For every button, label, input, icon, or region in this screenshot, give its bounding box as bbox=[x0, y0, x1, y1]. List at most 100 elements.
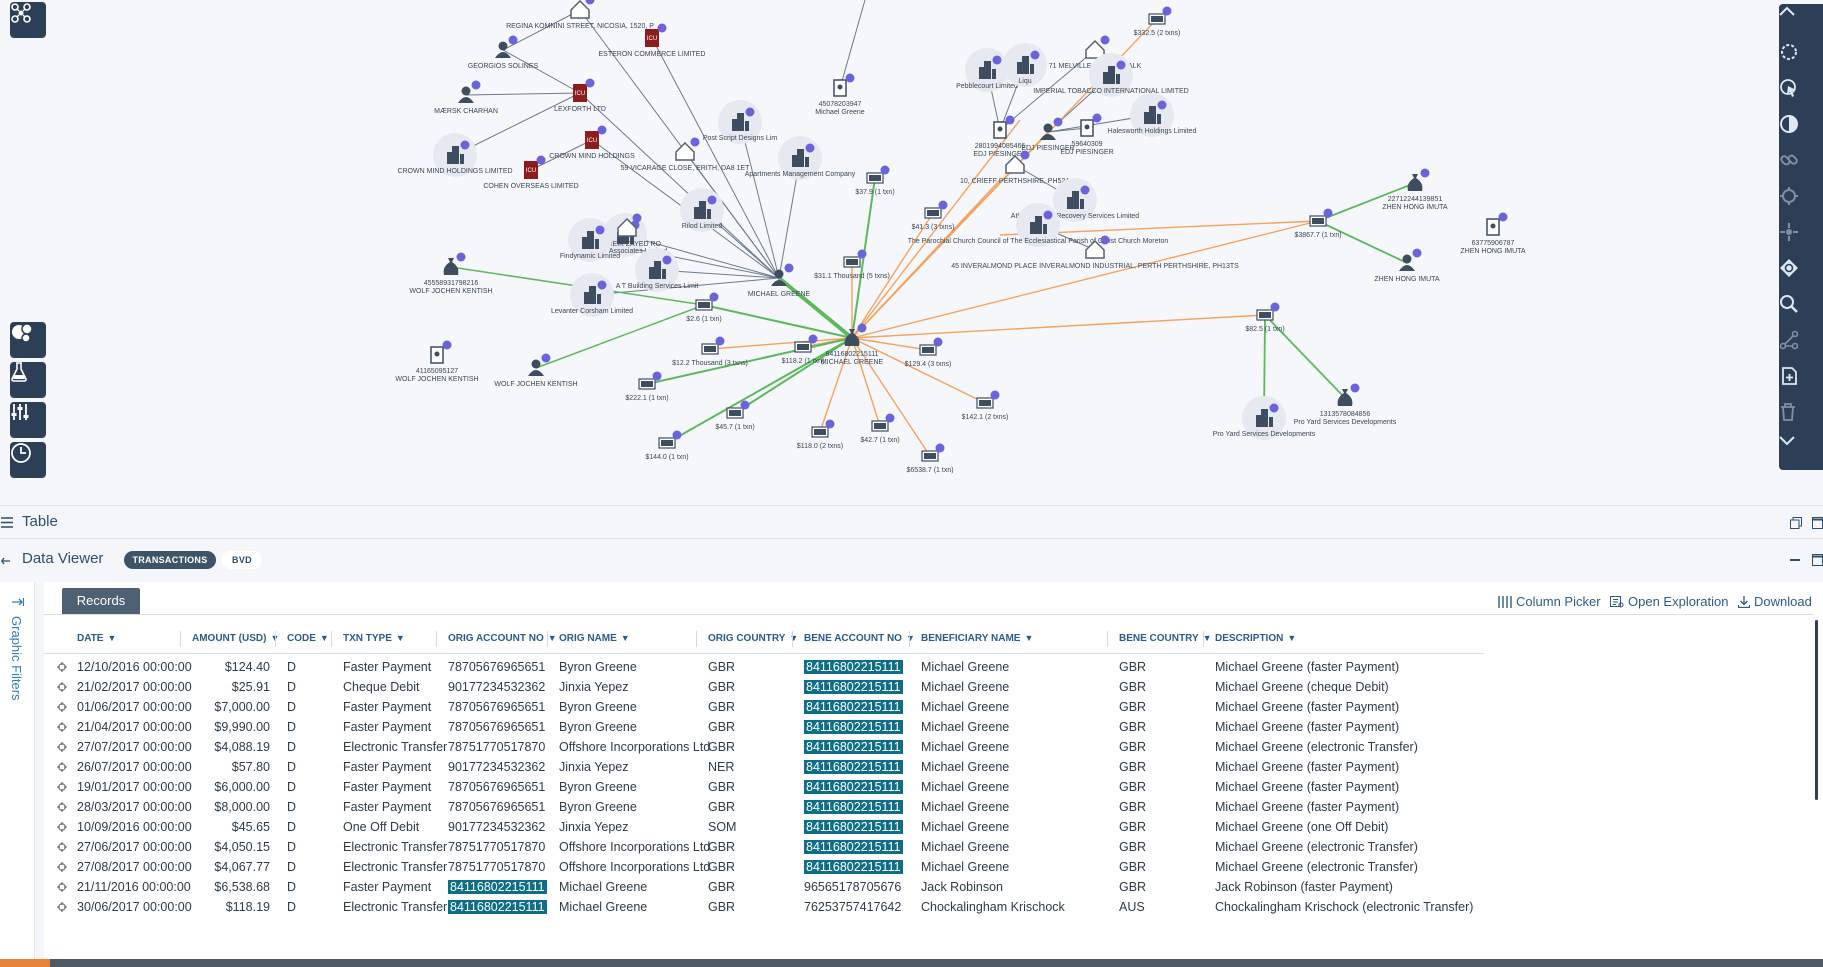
locate-icon[interactable] bbox=[57, 882, 67, 892]
transaction-node[interactable]: $41.3 (3 txns) bbox=[912, 200, 955, 232]
transaction-node[interactable]: $6538.7 (1 txn) bbox=[906, 443, 954, 475]
column-divider[interactable] bbox=[180, 631, 181, 647]
column-header-txn-type[interactable]: TXN TYPE ▼ bbox=[343, 623, 405, 653]
table-row[interactable]: 19/01/2017 00:00:00 $6,000.00 D Faster Paym… bbox=[44, 776, 1814, 799]
filter-icon[interactable]: ▼ bbox=[547, 633, 557, 643]
filter-icon[interactable]: ▼ bbox=[1202, 633, 1212, 643]
table-row[interactable]: 01/06/2017 00:00:00 $7,000.00 D Faster Paym… bbox=[44, 696, 1814, 719]
graph-node[interactable]: 45 INVERALMOND PLACE INVERALMOND INDUSTR… bbox=[951, 235, 1239, 271]
transaction-node[interactable]: $31.1 Thousand (5 txns) bbox=[814, 249, 890, 281]
sync-icon[interactable] bbox=[1779, 258, 1823, 292]
graph-node[interactable]: Apartments Management Company bbox=[745, 136, 856, 180]
column-divider[interactable] bbox=[909, 631, 910, 647]
cluster-icon[interactable] bbox=[10, 322, 46, 358]
locate-icon[interactable] bbox=[57, 722, 67, 732]
table-row[interactable]: 21/04/2017 00:00:00 $9,990.00 D Faster Paym… bbox=[44, 716, 1814, 739]
filter-icon[interactable]: ▼ bbox=[319, 633, 329, 643]
locate-icon[interactable] bbox=[57, 782, 67, 792]
contrast-icon[interactable] bbox=[1779, 114, 1823, 148]
locate-icon[interactable] bbox=[57, 762, 67, 772]
column-header-date[interactable]: DATE ▼ bbox=[77, 623, 116, 653]
graphic-filters-label[interactable]: Graphic Filters bbox=[9, 616, 24, 701]
transaction-node[interactable]: $222.1 (1 txn) bbox=[625, 371, 669, 403]
table-panel-header[interactable]: Table bbox=[0, 505, 1823, 539]
locate-icon[interactable] bbox=[57, 662, 67, 672]
lasso-select-icon[interactable] bbox=[1779, 42, 1823, 76]
maximize-window-icon[interactable] bbox=[1812, 516, 1823, 534]
transaction-node[interactable]: $12.2 Thousand (3 txns) bbox=[672, 336, 748, 368]
column-divider[interactable] bbox=[792, 631, 793, 647]
graph-node[interactable]: EDJ PIESINGER bbox=[1021, 117, 1075, 153]
hamburger-icon[interactable] bbox=[1, 515, 13, 533]
graph-node[interactable]: Pro Yard Services Developments bbox=[1213, 396, 1316, 440]
graph-node[interactable]: Findynamic Limited bbox=[560, 218, 620, 262]
transaction-node[interactable]: $45.7 (1 txn) bbox=[715, 400, 755, 432]
network-logo-icon[interactable] bbox=[10, 2, 46, 38]
restore-window-icon[interactable] bbox=[1790, 516, 1802, 534]
focus-icon[interactable] bbox=[1779, 186, 1823, 220]
graph-node[interactable]: MICHAEL GREENE bbox=[748, 263, 811, 299]
graph-node[interactable]: CROWN MIND HOLDINGS LIMITED bbox=[397, 133, 513, 177]
graph-node[interactable]: IMPERIAL TOBACCO INTERNATIONAL LIMITED bbox=[1033, 53, 1189, 97]
transaction-node[interactable]: $2.6 (1 txn) bbox=[686, 292, 722, 324]
column-header-bene-account[interactable]: BENE ACCOUNT NO ▼ bbox=[804, 623, 915, 653]
locate-icon[interactable] bbox=[57, 682, 67, 692]
table-row[interactable]: 26/07/2017 00:00:00 $57.80 D Faster Payment… bbox=[44, 756, 1814, 779]
maximize-viewer-icon[interactable] bbox=[1812, 553, 1823, 571]
table-scrollbar[interactable] bbox=[1815, 620, 1818, 800]
filter-icon[interactable]: ▼ bbox=[270, 633, 279, 643]
transaction-node[interactable]: $82.5 (1 txn) bbox=[1245, 302, 1285, 334]
graph-node[interactable]: Liqu bbox=[1003, 43, 1047, 87]
column-divider[interactable] bbox=[436, 631, 437, 647]
column-header-description[interactable]: DESCRIPTION ▼ bbox=[1215, 623, 1296, 653]
collapse-arrows-icon[interactable] bbox=[0, 553, 11, 571]
transaction-node[interactable]: $118.2 (1 txn) bbox=[782, 334, 825, 366]
flask-icon[interactable] bbox=[10, 362, 46, 398]
transaction-node[interactable]: $37.9 (1 txn) bbox=[855, 165, 895, 197]
graph-node[interactable]: Halesworth Holdings Limited bbox=[1108, 93, 1197, 137]
expand-filters-icon[interactable] bbox=[12, 594, 25, 612]
graph-node[interactable]: 59 VICARAGE CLOSE, ERITH, DA8 1ET bbox=[621, 137, 750, 173]
filter-icon[interactable]: ▼ bbox=[905, 633, 915, 643]
link-icon[interactable] bbox=[1779, 150, 1823, 184]
column-header-bene-country[interactable]: BENE COUNTRY ▼ bbox=[1119, 623, 1212, 653]
table-row[interactable]: 27/06/2017 00:00:00 $4,050.15 D Electronic … bbox=[44, 836, 1814, 859]
table-row[interactable]: 30/06/2017 00:00:00 $118.19 D Electronic Tr… bbox=[44, 896, 1814, 919]
transaction-node[interactable]: $42.7 (1 txn) bbox=[860, 413, 900, 445]
table-row[interactable]: 27/08/2017 00:00:00 $4,067.77 D Electronic … bbox=[44, 856, 1814, 879]
tab-transactions[interactable]: TRANSACTIONS bbox=[124, 551, 216, 569]
search-icon[interactable] bbox=[1779, 294, 1823, 328]
graph-canvas[interactable]: REGINA KOMNINI STREET, NICOSIA, 1520, P G… bbox=[0, 0, 1823, 505]
pointer-select-icon[interactable] bbox=[1779, 78, 1823, 112]
graph-node[interactable]: WOLF JOCHEN KENTISH bbox=[494, 353, 578, 389]
filter-icon[interactable]: ▼ bbox=[395, 633, 405, 643]
graph-node[interactable]: The Parochial Church Council of The Eccl… bbox=[908, 203, 1169, 247]
graph-node[interactable]: ICU ESTERON COMMERCE LIMITED bbox=[599, 23, 706, 59]
graph-node[interactable]: ICU LEXFORTH LTD bbox=[554, 78, 606, 114]
path-icon[interactable] bbox=[1779, 330, 1823, 364]
locate-icon[interactable] bbox=[57, 862, 67, 872]
network-graph[interactable]: REGINA KOMNINI STREET, NICOSIA, 1520, P G… bbox=[0, 0, 1823, 505]
locate-icon[interactable] bbox=[57, 902, 67, 912]
column-header-orig-account[interactable]: ORIG ACCOUNT NO ▼ bbox=[448, 623, 557, 653]
sliders-icon[interactable] bbox=[10, 402, 46, 438]
locate-icon[interactable] bbox=[57, 702, 67, 712]
tab-bvd[interactable]: BVD bbox=[222, 551, 262, 569]
graph-node[interactable]: A T Building Services Limit bbox=[616, 248, 699, 292]
column-divider[interactable] bbox=[275, 631, 276, 647]
column-divider[interactable] bbox=[696, 631, 697, 647]
locate-icon[interactable] bbox=[57, 742, 67, 752]
filter-icon[interactable]: ▼ bbox=[1287, 633, 1297, 643]
clock-icon[interactable] bbox=[10, 442, 46, 478]
open-exploration-button[interactable]: Open Exploration bbox=[1610, 594, 1728, 609]
column-divider[interactable] bbox=[1203, 631, 1204, 647]
locate-icon[interactable] bbox=[57, 802, 67, 812]
column-header-code[interactable]: CODE ▼ bbox=[287, 623, 329, 653]
graph-node[interactable]: Rilod Limited bbox=[680, 188, 724, 232]
graph-node[interactable]: ICU COHEN OVERSEAS LIMITED bbox=[483, 155, 579, 191]
graph-node[interactable]: ICU CROWN MIND HOLDINGS bbox=[549, 125, 635, 161]
